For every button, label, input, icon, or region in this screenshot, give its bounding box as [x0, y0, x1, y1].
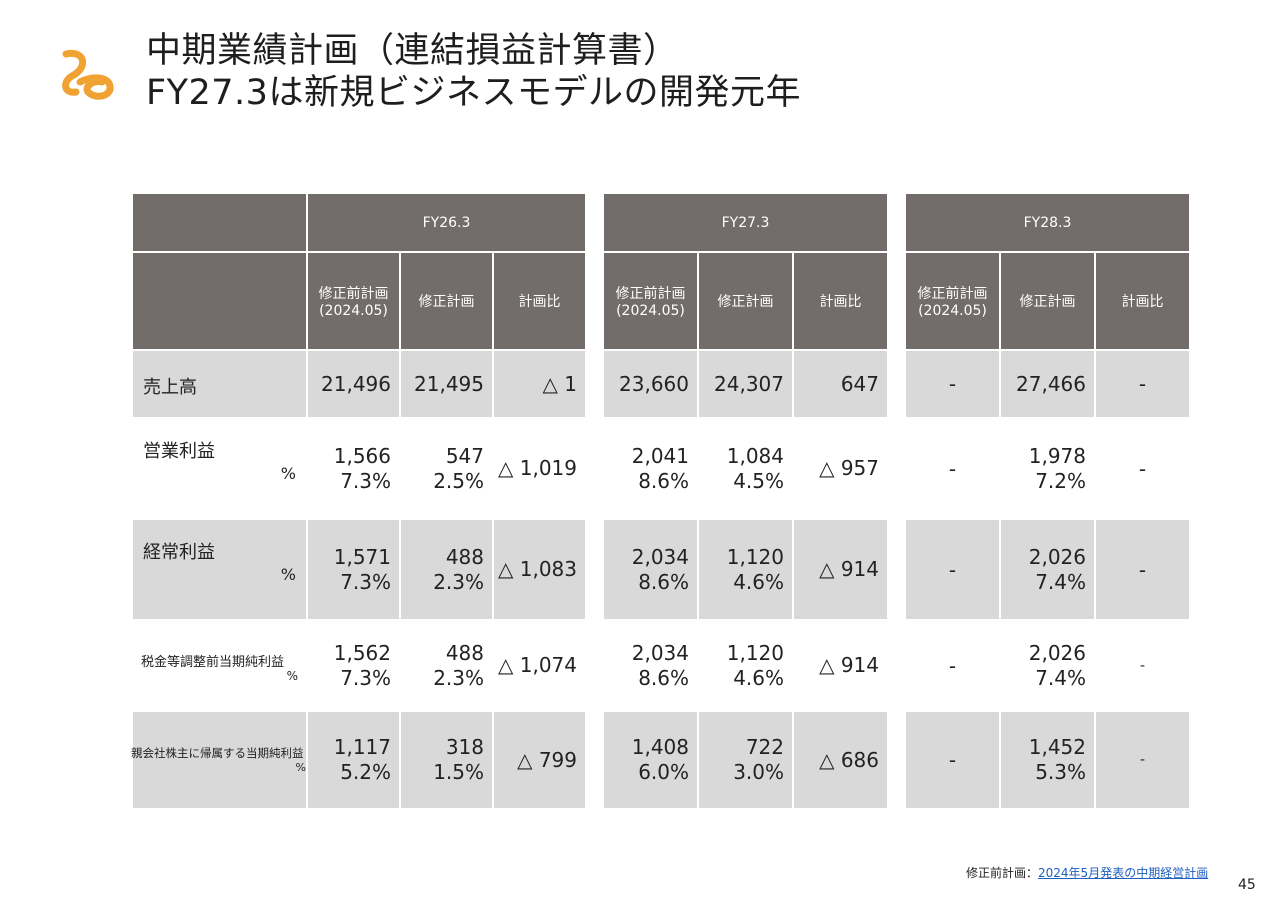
cell-revised: 318 1.5%	[399, 710, 494, 810]
table-row: 2,041 8.6% 1,084 4.5% △ 957	[602, 417, 889, 520]
cell-ratio: 647	[792, 349, 889, 419]
cell-revised: 27,466	[999, 349, 1096, 419]
page-title: 中期業績計画（連結損益計算書） FY27.3は新規ビジネスモデルの開発元年	[146, 30, 801, 114]
cell-ratio: △ 686	[792, 710, 889, 810]
table-fy28: FY28.3 修正前計画 (2024.05) 修正計画 計画比 - 27,466 …	[904, 192, 1191, 810]
table-row: - 1,978 7.2% -	[904, 417, 1191, 520]
cell-revised: 488 2.3%	[399, 518, 494, 621]
row-label: 売上高	[131, 349, 308, 419]
cell-ratio: △ 1	[492, 349, 587, 419]
period-header-fy28: FY28.3	[904, 192, 1191, 253]
table-row: 23,660 24,307 647	[602, 349, 889, 419]
company-logo-swirl-icon	[62, 49, 114, 100]
cell-revised: 1,084 4.5%	[697, 417, 794, 520]
cell-ratio: △ 1,083	[492, 518, 587, 621]
subheader-ratio: 計画比	[792, 251, 889, 351]
subheader-revised: 修正計画	[999, 251, 1096, 351]
table-row: - 2,026 7.4% -	[904, 619, 1191, 712]
subheader-ratio: 計画比	[492, 251, 587, 351]
table-row: - 2,026 7.4% -	[904, 518, 1191, 621]
period-header-fy26: FY26.3	[306, 192, 587, 253]
row-label: 営業利益%	[131, 417, 308, 520]
cell-revised: 1,120 4.6%	[697, 518, 794, 621]
cell-ratio: △ 799	[492, 710, 587, 810]
cell-ratio: -	[1094, 619, 1191, 712]
cell-ratio: -	[1094, 417, 1191, 520]
subheader-ratio: 計画比	[1094, 251, 1191, 351]
cell-before: 2,034 8.6%	[602, 619, 699, 712]
cell-ratio: △ 914	[792, 518, 889, 621]
cell-revised: 21,495	[399, 349, 494, 419]
header-corner	[131, 192, 308, 253]
table-row: 2,034 8.6% 1,120 4.6% △ 914	[602, 619, 889, 712]
row-label: 税金等調整前当期純利益%	[131, 619, 308, 712]
cell-ratio: -	[1094, 349, 1191, 419]
table-row: 税金等調整前当期純利益% 1,562 7.3% 488 2.3% △ 1,074	[131, 619, 587, 712]
subheader-revised: 修正計画	[399, 251, 494, 351]
cell-revised: 1,120 4.6%	[697, 619, 794, 712]
footnote: 修正前計画：2024年5月発表の中期経営計画	[966, 864, 1208, 881]
table-row: 営業利益% 1,566 7.3% 547 2.5% △ 1,019	[131, 417, 587, 520]
cell-before: -	[904, 518, 1001, 621]
row-label: 親会社株主に帰属する当期純利益%	[131, 710, 308, 810]
table-row: 売上高 21,496 21,495 △ 1	[131, 349, 587, 419]
cell-before: 1,571 7.3%	[306, 518, 401, 621]
cell-before: 21,496	[306, 349, 401, 419]
cell-before: 2,034 8.6%	[602, 518, 699, 621]
subheader-before: 修正前計画 (2024.05)	[306, 251, 401, 351]
table-row: 経常利益% 1,571 7.3% 488 2.3% △ 1,083	[131, 518, 587, 621]
cell-revised: 24,307	[697, 349, 794, 419]
row-label: 経常利益%	[131, 518, 308, 621]
period-header-fy27: FY27.3	[602, 192, 889, 253]
cell-before: 1,408 6.0%	[602, 710, 699, 810]
table-row: - 1,452 5.3% -	[904, 710, 1191, 810]
table-fy27: FY27.3 修正前計画 (2024.05) 修正計画 計画比 23,660 24…	[602, 192, 889, 810]
cell-revised: 547 2.5%	[399, 417, 494, 520]
cell-before: -	[904, 417, 1001, 520]
cell-before: 2,041 8.6%	[602, 417, 699, 520]
table-row: 親会社株主に帰属する当期純利益% 1,117 5.2% 318 1.5% △ 799	[131, 710, 587, 810]
subheader-before: 修正前計画 (2024.05)	[602, 251, 699, 351]
cell-ratio: △ 1,074	[492, 619, 587, 712]
table-row: - 27,466 -	[904, 349, 1191, 419]
cell-ratio: △ 914	[792, 619, 889, 712]
cell-revised: 2,026 7.4%	[999, 619, 1096, 712]
table-row: 1,408 6.0% 722 3.0% △ 686	[602, 710, 889, 810]
page-title-line2: FY27.3は新規ビジネスモデルの開発元年	[146, 73, 801, 113]
cell-before: 1,562 7.3%	[306, 619, 401, 712]
cell-before: 1,566 7.3%	[306, 417, 401, 520]
header-corner-sub	[131, 251, 308, 351]
cell-revised: 488 2.3%	[399, 619, 494, 712]
footnote-prefix: 修正前計画：	[966, 866, 1039, 880]
cell-before: -	[904, 619, 1001, 712]
cell-before: 1,117 5.2%	[306, 710, 401, 810]
cell-revised: 1,978 7.2%	[999, 417, 1096, 520]
cell-ratio: -	[1094, 518, 1191, 621]
cell-ratio: △ 957	[792, 417, 889, 520]
cell-revised: 722 3.0%	[697, 710, 794, 810]
subheader-before: 修正前計画 (2024.05)	[904, 251, 1001, 351]
table-row: 2,034 8.6% 1,120 4.6% △ 914	[602, 518, 889, 621]
page-number: 45	[1238, 877, 1256, 893]
cell-before: -	[904, 710, 1001, 810]
page-title-line1: 中期業績計画（連結損益計算書）	[146, 31, 679, 71]
cell-before: -	[904, 349, 1001, 419]
footnote-link[interactable]: 2024年5月発表の中期経営計画	[1038, 866, 1209, 880]
cell-revised: 2,026 7.4%	[999, 518, 1096, 621]
table-fy26: FY26.3 修正前計画 (2024.05) 修正計画 計画比 売上高 21,49…	[131, 192, 587, 810]
cell-revised: 1,452 5.3%	[999, 710, 1096, 810]
subheader-revised: 修正計画	[697, 251, 794, 351]
cell-before: 23,660	[602, 349, 699, 419]
cell-ratio: △ 1,019	[492, 417, 587, 520]
cell-ratio: -	[1094, 710, 1191, 810]
